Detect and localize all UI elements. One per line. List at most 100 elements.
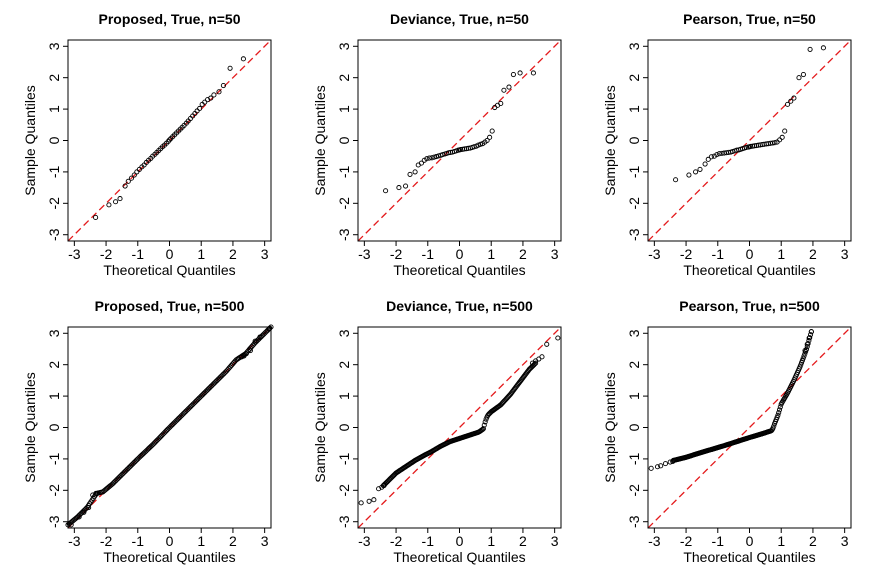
x-tick-label: 1: [777, 533, 785, 549]
data-point: [106, 202, 112, 208]
y-axis-label: Sample Quantiles: [602, 372, 618, 483]
data-point: [407, 171, 413, 177]
x-tick-label: -3: [648, 533, 661, 549]
data-point: [808, 329, 814, 335]
data-point: [697, 166, 703, 172]
qq-panel-1: Proposed, True, n=50 -3 -2 -1 0 1 2 3 -3 -2 -1 0 1 2 3…: [22, 11, 272, 278]
data-point: [482, 419, 488, 425]
y-tick-label: 0: [46, 136, 62, 144]
data-point: [804, 341, 810, 347]
data-point: [371, 497, 377, 503]
x-tick-label: 3: [551, 246, 559, 262]
y-tick-label: 3: [626, 329, 642, 337]
y-tick-label: 1: [626, 105, 642, 113]
data-point: [481, 422, 487, 428]
x-tick-label: -3: [68, 533, 81, 549]
x-tick-label: 0: [456, 533, 464, 549]
data-point: [716, 151, 722, 157]
data-point: [517, 70, 523, 76]
y-axis-label: Sample Quantiles: [602, 85, 618, 196]
data-point: [211, 92, 217, 98]
data-point: [131, 172, 137, 178]
data-point: [479, 427, 486, 433]
qq-panel-3: Pearson, True, n=50 -3 -2 -1 0 1 2 3 -3 -2 -1 0 1 2 3 T…: [602, 11, 852, 278]
data-point: [673, 177, 679, 183]
x-axis-label: Theoretical Quantiles: [103, 549, 235, 565]
x-tick-label: 1: [487, 246, 495, 262]
data-point: [418, 160, 424, 166]
data-point: [806, 335, 812, 341]
data-point: [702, 161, 708, 167]
y-tick-label: -2: [46, 197, 62, 210]
x-tick-label: -3: [648, 246, 661, 262]
data-point: [539, 354, 545, 360]
data-point: [424, 156, 430, 162]
data-point: [252, 338, 258, 344]
x-tick-label: 2: [229, 533, 237, 549]
data-point: [772, 140, 778, 146]
y-tick-label: 3: [46, 329, 62, 337]
data-point: [134, 169, 140, 175]
data-point: [136, 166, 142, 172]
x-tick-label: 2: [809, 246, 817, 262]
data-point: [804, 343, 810, 350]
qq-panel-2: Deviance, True, n=50 -3 -2 -1 0 1 2 3 -3 -2 -1 0 1 2 3…: [312, 11, 562, 278]
panel-title: Pearson, True, n=500: [679, 298, 820, 314]
data-point: [93, 214, 99, 220]
data-point: [240, 56, 246, 62]
x-tick-label: 0: [746, 246, 754, 262]
data-point: [799, 360, 805, 366]
data-point: [791, 95, 797, 101]
x-axis-label: Theoretical Quantiles: [393, 262, 525, 278]
data-point: [788, 98, 794, 104]
y-tick-label: -1: [46, 165, 62, 178]
x-axis-label: Theoretical Quantiles: [393, 549, 525, 565]
data-point: [86, 505, 92, 511]
data-point: [113, 199, 119, 205]
y-tick-label: -2: [336, 484, 352, 497]
data-point: [426, 155, 432, 161]
x-tick-label: 0: [166, 246, 174, 262]
data-point: [83, 506, 89, 512]
data-point: [658, 463, 664, 469]
data-point: [125, 178, 131, 184]
data-point: [403, 183, 409, 189]
data-point: [796, 75, 802, 81]
y-tick-label: 3: [46, 42, 62, 50]
y-tick-label: 0: [336, 423, 352, 431]
data-point: [776, 410, 782, 416]
data-point: [711, 153, 717, 159]
data-point: [94, 490, 100, 497]
reference-line: [648, 327, 851, 528]
x-tick-label: 1: [197, 533, 205, 549]
y-tick-label: 2: [626, 74, 642, 82]
y-tick-label: -3: [336, 515, 352, 528]
x-tick-label: 2: [519, 246, 527, 262]
data-point: [802, 351, 808, 357]
data-point: [798, 362, 804, 368]
data-point: [117, 196, 123, 202]
data-point: [670, 458, 676, 464]
y-tick-label: 2: [336, 74, 352, 82]
data-point: [396, 185, 402, 191]
data-point: [412, 169, 418, 175]
y-tick-label: 3: [336, 329, 352, 337]
data-point: [166, 137, 173, 143]
y-axis-label: Sample Quantiles: [22, 85, 38, 196]
x-tick-label: -1: [132, 246, 145, 262]
x-tick-label: -2: [390, 246, 403, 262]
data-point: [498, 100, 504, 106]
data-point: [501, 87, 507, 93]
data-point: [686, 172, 692, 178]
qq-panel-4: Proposed, True, n=500 -3 -2 -1 0 1 2 3 -3 -2 -1 0 1 2…: [22, 298, 274, 565]
data-point: [779, 134, 785, 140]
reference-line: [648, 40, 851, 241]
data-point: [429, 155, 435, 161]
y-tick-label: 1: [46, 105, 62, 113]
x-tick-label: 3: [841, 246, 849, 262]
x-axis-label: Theoretical Quantiles: [103, 262, 235, 278]
data-point: [803, 346, 810, 352]
panel-title: Pearson, True, n=50: [683, 11, 816, 27]
y-tick-label: 1: [336, 105, 352, 113]
